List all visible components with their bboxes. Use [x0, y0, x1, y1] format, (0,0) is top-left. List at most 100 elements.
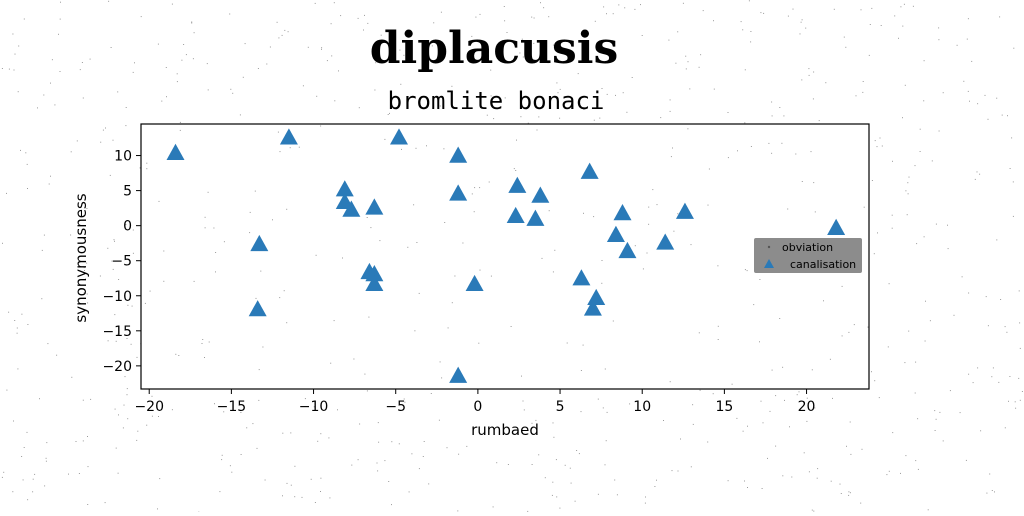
- speckle-dot: [414, 330, 415, 331]
- speckle-dot: [60, 71, 61, 72]
- speckle-dot: [77, 140, 78, 141]
- speckle-dot: [515, 170, 516, 171]
- speckle-dot: [795, 154, 796, 155]
- y-tick-label: −20: [102, 359, 132, 375]
- speckle-dot: [443, 148, 444, 149]
- speckle-dot: [202, 339, 203, 340]
- speckle-dot: [27, 432, 28, 433]
- speckle-dot: [907, 182, 908, 183]
- speckle-dot: [87, 504, 88, 505]
- speckle-dot: [158, 416, 159, 417]
- speckle-dot: [320, 491, 321, 492]
- speckle-dot: [737, 150, 738, 151]
- speckle-dot: [80, 69, 81, 70]
- speckle-dot: [915, 362, 916, 363]
- speckle-dot: [808, 68, 809, 69]
- speckle-dot: [496, 462, 497, 463]
- speckle-dot: [475, 17, 476, 18]
- speckle-dot: [717, 265, 718, 266]
- scatter-point-canalisation: [390, 128, 408, 144]
- speckle-dot: [480, 270, 481, 271]
- speckle-dot: [809, 75, 810, 76]
- speckle-dot: [118, 414, 119, 415]
- speckle-dot: [113, 140, 114, 141]
- x-tick-label: −5: [385, 399, 406, 415]
- speckle-dot: [207, 63, 208, 64]
- speckle-dot: [760, 12, 761, 13]
- speckle-dot: [137, 431, 138, 432]
- speckle-dot: [789, 426, 790, 427]
- speckle-dot: [538, 454, 539, 455]
- speckle-dot: [775, 395, 776, 396]
- speckle-dot: [520, 116, 521, 117]
- speckle-dot: [180, 130, 181, 131]
- speckle-dot: [963, 81, 964, 82]
- speckle-dot: [172, 409, 173, 410]
- speckle-dot: [892, 161, 893, 162]
- speckle-dot: [862, 449, 863, 450]
- speckle-dot: [763, 13, 764, 14]
- speckle-dot: [34, 474, 35, 475]
- speckle-dot: [178, 355, 179, 356]
- speckle-dot: [626, 112, 627, 113]
- speckle-dot: [504, 20, 505, 21]
- speckle-dot: [489, 182, 490, 183]
- speckle-dot: [811, 151, 812, 152]
- speckle-dot: [779, 318, 780, 319]
- speckle-dot: [447, 447, 448, 448]
- speckle-dot: [508, 464, 509, 465]
- speckle-dot: [677, 31, 678, 32]
- speckle-dot: [553, 271, 554, 272]
- data-points: [167, 128, 846, 383]
- speckle-dot: [419, 293, 420, 294]
- speckle-dot: [672, 470, 673, 471]
- speckle-dot: [741, 21, 742, 22]
- speckle-dot: [968, 91, 969, 92]
- speckle-dot: [1000, 299, 1001, 300]
- speckle-dot: [905, 455, 906, 456]
- speckle-dot: [70, 235, 71, 236]
- speckle-dot: [968, 374, 969, 375]
- speckle-dot: [42, 250, 43, 251]
- speckle-dot: [683, 3, 684, 4]
- speckle-dot: [136, 440, 137, 441]
- speckle-dot: [457, 510, 458, 511]
- speckle-dot: [915, 460, 916, 461]
- speckle-dot: [700, 390, 701, 391]
- speckle-dot: [521, 376, 522, 377]
- speckle-dot: [992, 490, 993, 491]
- speckle-dot: [58, 34, 59, 35]
- speckle-dot: [50, 176, 51, 177]
- speckle-dot: [23, 479, 24, 480]
- speckle-dot: [27, 188, 28, 189]
- speckle-dot: [947, 225, 948, 226]
- speckle-dot: [163, 281, 164, 282]
- speckle-dot: [607, 94, 608, 95]
- speckle-dot: [240, 114, 241, 115]
- speckle-dot: [613, 321, 614, 322]
- speckle-dot: [874, 253, 875, 254]
- speckle-dot: [286, 209, 287, 210]
- speckle-dot: [531, 17, 532, 18]
- speckle-dot: [1010, 168, 1011, 169]
- scatter-point-canalisation: [508, 177, 526, 193]
- speckle-dot: [316, 255, 317, 256]
- speckle-dot: [663, 420, 664, 421]
- speckle-dot: [472, 193, 473, 194]
- speckle-dot: [1006, 332, 1007, 333]
- speckle-dot: [793, 9, 794, 10]
- speckle-dot: [938, 27, 939, 28]
- speckle-dot: [118, 279, 119, 280]
- scatter-point-canalisation: [466, 275, 484, 291]
- speckle-dot: [24, 19, 25, 20]
- speckle-dot: [994, 491, 995, 492]
- scatter-point-canalisation: [449, 147, 467, 163]
- speckle-dot: [125, 125, 126, 126]
- speckle-dot: [514, 168, 515, 169]
- speckle-dot: [652, 189, 653, 190]
- speckle-dot: [377, 470, 378, 471]
- speckle-dot: [474, 187, 475, 188]
- speckle-dot: [407, 247, 408, 248]
- speckle-dot: [114, 239, 115, 240]
